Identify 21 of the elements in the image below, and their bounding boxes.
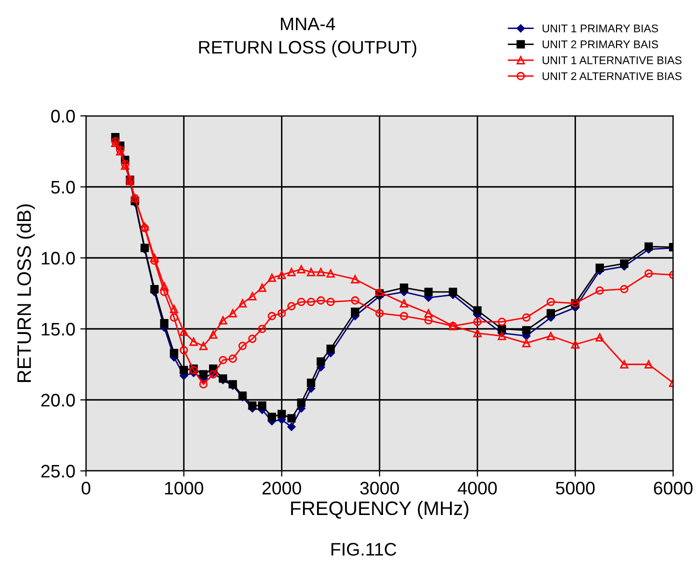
y-tick-label: 5.0: [51, 180, 75, 194]
y-tick-label: 10.0: [42, 252, 75, 265]
legend-label: UNIT 2 PRIMARY BAIS: [542, 40, 658, 48]
x-tick-label: 2000: [262, 482, 302, 495]
y-tick-label: 0.0: [51, 110, 75, 123]
y-tick-label: 20.0: [41, 394, 75, 407]
x-tick-label: 3000: [360, 482, 399, 495]
legend-label: UNIT 1 ALTERNATIVE BIAS: [542, 56, 682, 64]
legend-label: UNIT 1 PRIMARY BIAS: [542, 24, 658, 32]
x-tick-label: 0: [82, 482, 90, 495]
x-tick-label: 1000: [165, 482, 204, 495]
y-axis-title: RETURN LOSS (dB): [16, 204, 35, 382]
legend-label: UNIT 2 ALTERNATIVE BIAS: [542, 72, 682, 80]
chart-title: MNA-4 RETURN LOSS (OUTPUT): [199, 18, 416, 58]
x-tick-label: 5000: [556, 482, 595, 495]
caption: FIG.11C: [332, 542, 396, 556]
x-tick-label: 4000: [458, 482, 497, 495]
x-axis-title: FREQUENCY (MHz): [291, 500, 468, 520]
y-tick-label: 15.0: [42, 322, 75, 336]
x-tick-label: 6000: [654, 482, 693, 495]
y-tick-label: 25.0: [41, 464, 75, 478]
